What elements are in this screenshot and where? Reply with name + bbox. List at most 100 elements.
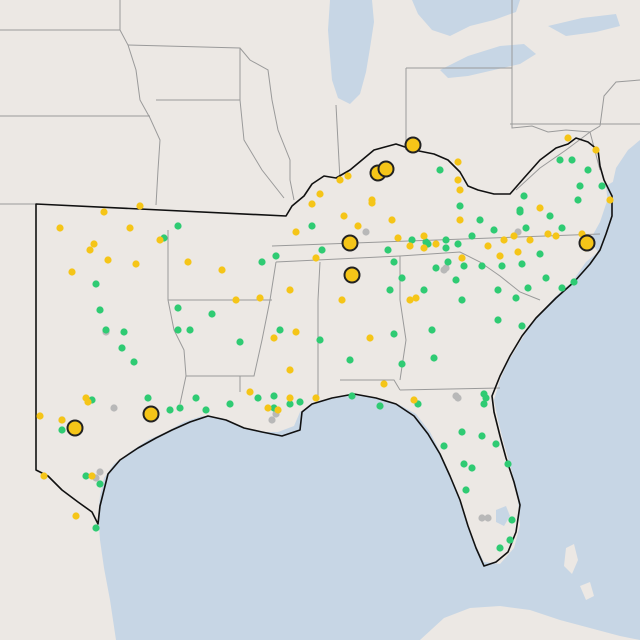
yellow-site-dot[interactable]	[232, 296, 240, 304]
green-site-dot[interactable]	[96, 480, 104, 488]
yellow-site-dot[interactable]	[388, 216, 396, 224]
green-site-dot[interactable]	[174, 222, 182, 230]
green-site-dot[interactable]	[92, 524, 100, 532]
gray-site-dot[interactable]	[268, 416, 276, 424]
green-site-dot[interactable]	[346, 356, 354, 364]
yellow-site-dot[interactable]	[564, 134, 572, 142]
yellow-site-dot[interactable]	[456, 186, 464, 194]
green-site-dot[interactable]	[186, 326, 194, 334]
yellow-site-dot[interactable]	[514, 248, 522, 256]
green-site-dot[interactable]	[556, 156, 564, 164]
green-site-dot[interactable]	[428, 326, 436, 334]
green-site-dot[interactable]	[452, 276, 460, 284]
green-site-dot[interactable]	[386, 286, 394, 294]
green-site-dot[interactable]	[432, 264, 440, 272]
green-site-dot[interactable]	[120, 328, 128, 336]
green-site-dot[interactable]	[82, 472, 90, 480]
highlighted-site-marker[interactable]	[66, 419, 84, 437]
green-site-dot[interactable]	[496, 544, 504, 552]
green-site-dot[interactable]	[192, 394, 200, 402]
green-site-dot[interactable]	[568, 156, 576, 164]
highlighted-site-marker[interactable]	[341, 234, 359, 252]
yellow-site-dot[interactable]	[274, 406, 282, 414]
green-site-dot[interactable]	[460, 262, 468, 270]
green-site-dot[interactable]	[444, 258, 452, 266]
green-site-dot[interactable]	[494, 286, 502, 294]
yellow-site-dot[interactable]	[86, 246, 94, 254]
green-site-dot[interactable]	[430, 354, 438, 362]
green-site-dot[interactable]	[316, 336, 324, 344]
green-site-dot[interactable]	[598, 182, 606, 190]
green-site-dot[interactable]	[176, 404, 184, 412]
yellow-site-dot[interactable]	[544, 230, 552, 238]
yellow-site-dot[interactable]	[606, 196, 614, 204]
green-site-dot[interactable]	[518, 260, 526, 268]
yellow-site-dot[interactable]	[380, 380, 388, 388]
yellow-site-dot[interactable]	[454, 158, 462, 166]
green-site-dot[interactable]	[236, 338, 244, 346]
yellow-site-dot[interactable]	[312, 394, 320, 402]
yellow-site-dot[interactable]	[406, 242, 414, 250]
yellow-site-dot[interactable]	[312, 254, 320, 262]
green-site-dot[interactable]	[520, 192, 528, 200]
green-site-dot[interactable]	[442, 244, 450, 252]
green-site-dot[interactable]	[118, 344, 126, 352]
green-site-dot[interactable]	[130, 358, 138, 366]
green-site-dot[interactable]	[296, 398, 304, 406]
yellow-site-dot[interactable]	[420, 244, 428, 252]
green-site-dot[interactable]	[512, 294, 520, 302]
yellow-site-dot[interactable]	[132, 260, 140, 268]
green-site-dot[interactable]	[524, 284, 532, 292]
highlighted-site-marker[interactable]	[142, 405, 160, 423]
green-site-dot[interactable]	[478, 432, 486, 440]
green-site-dot[interactable]	[254, 394, 262, 402]
green-site-dot[interactable]	[454, 240, 462, 248]
green-site-dot[interactable]	[456, 202, 464, 210]
green-site-dot[interactable]	[476, 216, 484, 224]
yellow-site-dot[interactable]	[256, 294, 264, 302]
yellow-site-dot[interactable]	[308, 200, 316, 208]
green-site-dot[interactable]	[516, 206, 524, 214]
yellow-site-dot[interactable]	[484, 242, 492, 250]
green-site-dot[interactable]	[574, 196, 582, 204]
green-site-dot[interactable]	[458, 296, 466, 304]
yellow-site-dot[interactable]	[336, 176, 344, 184]
yellow-site-dot[interactable]	[340, 212, 348, 220]
yellow-site-dot[interactable]	[286, 366, 294, 374]
gray-site-dot[interactable]	[454, 394, 462, 402]
yellow-site-dot[interactable]	[58, 416, 66, 424]
green-site-dot[interactable]	[482, 394, 490, 402]
yellow-site-dot[interactable]	[456, 216, 464, 224]
yellow-site-dot[interactable]	[354, 222, 362, 230]
green-site-dot[interactable]	[518, 322, 526, 330]
green-site-dot[interactable]	[478, 262, 486, 270]
yellow-site-dot[interactable]	[338, 296, 346, 304]
green-site-dot[interactable]	[442, 236, 450, 244]
yellow-site-dot[interactable]	[394, 234, 402, 242]
gray-site-dot[interactable]	[484, 514, 492, 522]
highlighted-site-marker[interactable]	[343, 266, 361, 284]
green-site-dot[interactable]	[584, 166, 592, 174]
green-site-dot[interactable]	[468, 232, 476, 240]
yellow-site-dot[interactable]	[90, 240, 98, 248]
green-site-dot[interactable]	[92, 280, 100, 288]
green-site-dot[interactable]	[96, 306, 104, 314]
green-site-dot[interactable]	[398, 274, 406, 282]
green-site-dot[interactable]	[462, 486, 470, 494]
green-site-dot[interactable]	[102, 326, 110, 334]
green-site-dot[interactable]	[390, 258, 398, 266]
green-site-dot[interactable]	[276, 326, 284, 334]
yellow-site-dot[interactable]	[368, 199, 376, 207]
yellow-site-dot[interactable]	[552, 232, 560, 240]
yellow-site-dot[interactable]	[218, 266, 226, 274]
yellow-site-dot[interactable]	[88, 472, 96, 480]
highlighted-site-marker[interactable]	[578, 234, 596, 252]
gray-site-dot[interactable]	[478, 514, 486, 522]
yellow-site-dot[interactable]	[136, 202, 144, 210]
green-site-dot[interactable]	[522, 224, 530, 232]
yellow-site-dot[interactable]	[246, 388, 254, 396]
green-site-dot[interactable]	[506, 536, 514, 544]
green-site-dot[interactable]	[270, 392, 278, 400]
